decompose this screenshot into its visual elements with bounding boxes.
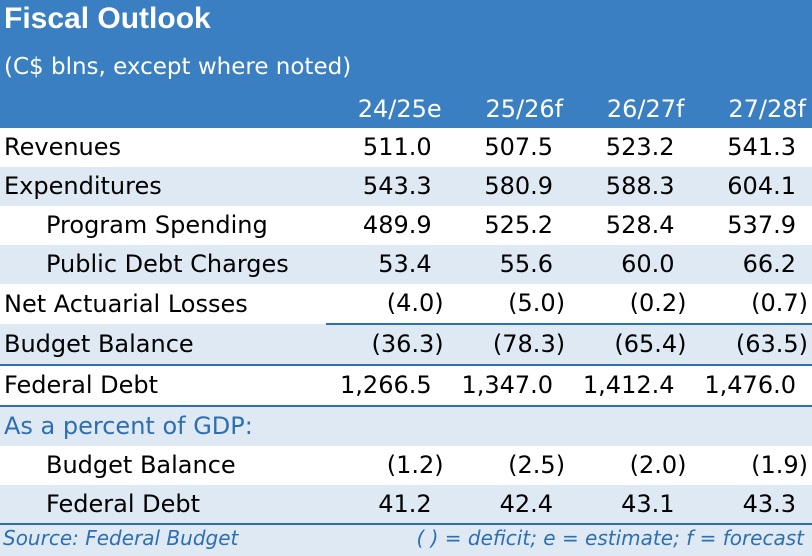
- header-row: 24/25e 25/26f 26/27f 27/28f: [0, 90, 812, 128]
- cell-value: 1,412.4: [569, 364, 691, 406]
- cell-value: (36.3): [326, 323, 448, 365]
- header-blank: [0, 90, 326, 128]
- table-row: Federal Debt 1,266.5 1,347.0 1,412.4 1,4…: [0, 364, 812, 406]
- cell-value: (5.0): [508, 289, 566, 317]
- cell-value: 580.9: [484, 172, 554, 200]
- cell-value: 523.2: [605, 133, 675, 161]
- cell-value: 604.1: [727, 172, 796, 200]
- title-bar: Fiscal Outlook (C$ blns, except where no…: [0, 0, 812, 90]
- cell-value: (2.5): [508, 451, 566, 479]
- cell-value: 507.5: [484, 133, 554, 161]
- row-label: Budget Balance: [46, 451, 236, 479]
- row-label: Expenditures: [4, 172, 162, 200]
- cell-value: 511.0: [362, 133, 432, 161]
- cell-value: 1,266.5: [326, 364, 448, 406]
- table-row: Program Spending 489.9 525.2 528.4 537.9: [0, 206, 812, 245]
- table-row: Budget Balance (36.3) (78.3) (65.4) (63.…: [0, 323, 812, 365]
- cell-value: 43.1: [621, 490, 675, 518]
- cell-value: 1,476.0: [690, 364, 812, 406]
- cell-value: 41.2: [378, 490, 432, 518]
- cell-value: (1.9): [751, 451, 808, 479]
- cell-value: (63.5): [690, 323, 812, 365]
- cell-value: (78.3): [447, 323, 570, 365]
- cell-value: (65.4): [569, 323, 691, 365]
- table-row: Revenues 511.0 507.5 523.2 541.3: [0, 128, 812, 167]
- column-header: 24/25e: [357, 95, 442, 123]
- row-label: Budget Balance: [4, 329, 194, 358]
- cell-value: 55.6: [499, 250, 554, 278]
- cell-value: 53.4: [378, 250, 432, 278]
- footer: Source: Federal Budget ( ) = deficit; e …: [0, 523, 812, 556]
- table-row: Budget Balance (1.2) (2.5) (2.0) (1.9): [0, 446, 812, 485]
- source-note: Source: Federal Budget: [3, 526, 239, 550]
- table-subtitle: (C$ blns, except where noted): [4, 54, 352, 80]
- row-label: Program Spending: [46, 211, 268, 239]
- row-label: Federal Debt: [0, 364, 327, 406]
- cell-value: 541.3: [727, 133, 796, 161]
- table-row: Net Actuarial Losses (4.0) (5.0) (0.2) (…: [0, 284, 812, 324]
- cell-value: 60.0: [621, 250, 675, 278]
- row-label: Public Debt Charges: [46, 250, 289, 278]
- cell-value: 43.3: [742, 490, 796, 518]
- column-header: 27/28f: [728, 95, 806, 123]
- cell-value: (2.0): [629, 451, 687, 479]
- section-heading: As a percent of GDP:: [0, 405, 812, 446]
- cell-value: (0.7): [751, 289, 808, 317]
- column-header: 26/27f: [606, 95, 685, 123]
- section-heading-row: As a percent of GDP:: [0, 405, 812, 446]
- table-title: Fiscal Outlook: [4, 2, 211, 35]
- cell-value: (0.2): [629, 289, 687, 317]
- cell-value: 543.3: [362, 172, 432, 200]
- cell-value: (1.2): [386, 451, 444, 479]
- cell-value: 525.2: [484, 211, 554, 239]
- table-row: Federal Debt 41.2 42.4 43.1 43.3: [0, 485, 812, 524]
- cell-value: 1,347.0: [447, 364, 570, 406]
- cell-value: 66.2: [742, 250, 796, 278]
- cell-value: 537.9: [727, 211, 796, 239]
- row-label: Net Actuarial Losses: [4, 289, 248, 318]
- cell-value: 42.4: [499, 490, 554, 518]
- cell-value: 489.9: [362, 211, 432, 239]
- fiscal-table: 24/25e 25/26f 26/27f 27/28f Revenues 511…: [0, 90, 812, 524]
- cell-value: (4.0): [386, 289, 444, 317]
- cell-value: 528.4: [605, 211, 675, 239]
- table-row: Expenditures 543.3 580.9 588.3 604.1: [0, 167, 812, 206]
- row-label: Federal Debt: [46, 490, 201, 518]
- cell-value: 588.3: [605, 172, 675, 200]
- legend-note: ( ) = deficit; e = estimate; f = forecas…: [416, 526, 804, 550]
- row-label: Revenues: [4, 133, 122, 161]
- column-header: 25/26f: [485, 95, 564, 123]
- table-row: Public Debt Charges 53.4 55.6 60.0 66.2: [0, 245, 812, 284]
